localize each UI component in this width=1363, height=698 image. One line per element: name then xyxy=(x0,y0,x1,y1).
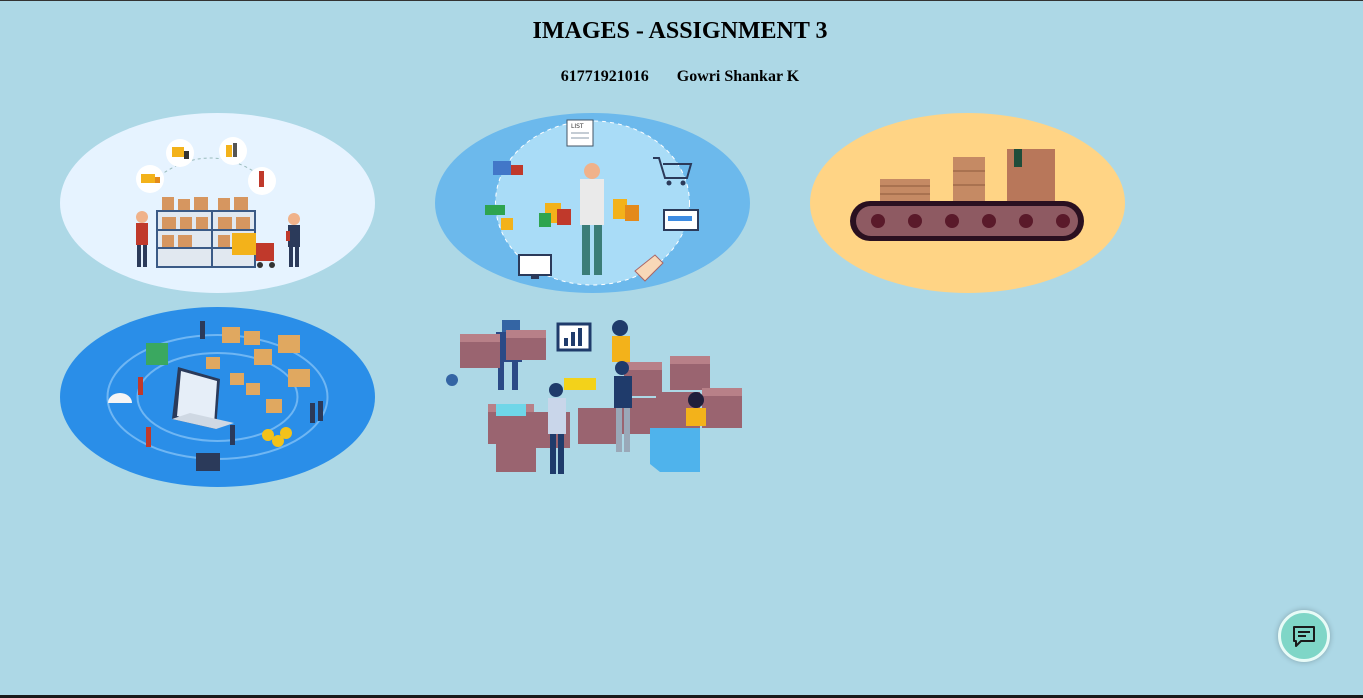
shopping-customer-image: LIST xyxy=(435,113,750,293)
student-name: Gowri Shankar K xyxy=(676,68,800,85)
conveyor-belt-image xyxy=(810,113,1125,293)
student-id: 61771921016 xyxy=(560,68,649,85)
chat-icon xyxy=(1293,626,1315,647)
warehouse-logistics-image xyxy=(60,113,375,293)
top-border xyxy=(0,0,1363,1)
bottom-border xyxy=(0,695,1363,698)
inventory-management-image xyxy=(60,307,375,487)
page-title: IMAGES - ASSIGNMENT 3 xyxy=(532,18,828,44)
team-packages-image xyxy=(440,312,755,487)
chat-button[interactable] xyxy=(1278,610,1330,662)
student-info: 61771921016 Gowri Shankar K xyxy=(0,68,1360,86)
list-tag-label: LIST xyxy=(571,123,584,130)
